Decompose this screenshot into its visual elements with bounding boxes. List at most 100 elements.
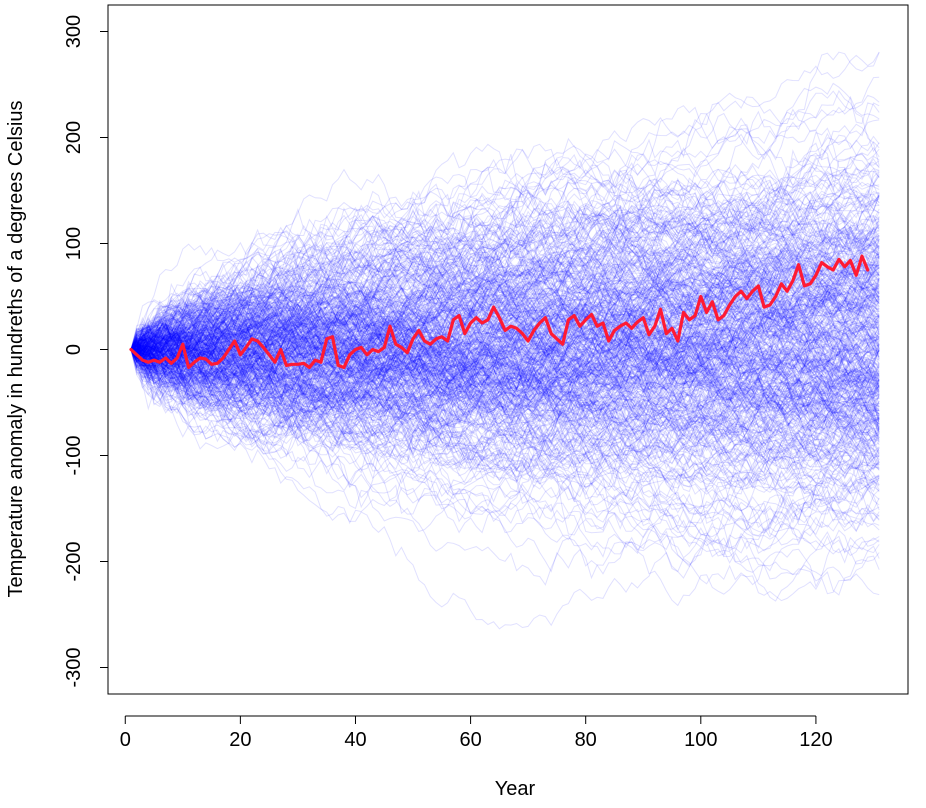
simulation-line xyxy=(130,308,880,436)
simulation-line xyxy=(130,237,880,397)
simulation-line xyxy=(130,312,880,450)
simulation-line xyxy=(130,320,880,457)
simulation-line xyxy=(130,271,880,375)
simulation-line xyxy=(130,264,880,432)
simulation-line xyxy=(131,51,880,350)
simulation-line xyxy=(130,179,880,358)
simulation-line xyxy=(130,298,880,425)
simulation-line xyxy=(130,330,880,480)
simulation-line xyxy=(130,210,880,360)
simulation-line xyxy=(130,312,880,387)
simulation-line xyxy=(130,184,880,390)
simulation-line xyxy=(130,320,880,448)
simulation-line xyxy=(131,194,880,401)
simulation-line xyxy=(130,294,880,416)
simulation-line xyxy=(130,299,880,432)
simulation-line xyxy=(130,318,880,399)
simulation-line xyxy=(130,240,880,356)
simulation-line xyxy=(130,219,880,357)
simulation-line xyxy=(130,264,880,421)
simulation-line xyxy=(130,317,880,399)
simulation-line xyxy=(130,260,880,394)
simulation-line xyxy=(130,280,880,402)
simulation-line xyxy=(130,245,880,413)
simulation-line xyxy=(130,292,880,498)
simulation-line xyxy=(130,250,880,424)
simulation-line xyxy=(130,287,880,386)
simulation-line xyxy=(130,294,880,427)
simulation-line xyxy=(130,319,880,410)
simulation-line xyxy=(130,313,880,430)
simulation-line xyxy=(130,336,880,483)
simulation-line xyxy=(130,339,880,473)
simulation-line xyxy=(130,343,880,532)
y-tick-label: 200 xyxy=(63,121,85,154)
simulation-line xyxy=(130,266,880,392)
x-axis-title: Year xyxy=(495,778,536,800)
simulation-line xyxy=(130,194,880,352)
simulation-line xyxy=(130,291,880,431)
simulation-line xyxy=(130,314,880,448)
simulation-line xyxy=(130,194,880,359)
simulation-line xyxy=(130,279,880,378)
simulation-line xyxy=(130,320,880,431)
simulation-line xyxy=(130,273,880,393)
simulation-line xyxy=(130,322,880,448)
simulation-line xyxy=(130,349,880,525)
simulation-line xyxy=(130,343,880,554)
simulation-line xyxy=(130,335,880,413)
simulation-line xyxy=(130,186,880,381)
simulation-line xyxy=(130,263,880,367)
simulation-line xyxy=(130,256,880,385)
y-axis-title: Temperature anomaly in hundreths of a de… xyxy=(5,101,27,598)
simulation-line xyxy=(130,224,880,355)
simulation-line xyxy=(130,323,880,521)
y-tick-label: 100 xyxy=(63,227,85,260)
simulation-line xyxy=(130,285,880,379)
simulation-line xyxy=(130,290,880,374)
simulation-line xyxy=(130,328,880,513)
simulation-line xyxy=(130,318,880,455)
simulation-line xyxy=(130,216,880,367)
simulation-line xyxy=(130,243,880,408)
simulation-line xyxy=(130,297,880,409)
simulation-line xyxy=(130,148,880,350)
simulation-line xyxy=(130,337,880,430)
simulation-line xyxy=(130,171,880,387)
simulation-line xyxy=(130,148,880,350)
simulation-line xyxy=(130,349,880,439)
simulation-line xyxy=(130,285,880,459)
simulation-line xyxy=(130,264,880,360)
simulation-line xyxy=(130,346,880,483)
x-axis: 0 20 40 60 80 100 120 xyxy=(120,715,833,751)
simulation-line xyxy=(130,256,880,390)
simulation-line xyxy=(130,280,880,390)
simulation-line xyxy=(130,315,880,393)
simulation-line xyxy=(130,223,880,365)
simulation-line xyxy=(130,270,880,424)
simulation-line xyxy=(130,249,880,410)
simulation-line xyxy=(130,273,880,403)
simulation-line xyxy=(130,334,880,485)
simulation-line xyxy=(130,342,880,449)
simulation-line xyxy=(130,224,880,453)
simulation-line xyxy=(130,346,880,555)
simulation-line xyxy=(130,349,880,471)
simulation-line xyxy=(130,340,880,559)
simulation-line xyxy=(130,335,880,462)
simulation-line xyxy=(130,293,880,412)
simulation-line xyxy=(130,338,880,527)
simulation-line xyxy=(130,255,880,387)
y-axis: -300 -200 -100 0 100 200 300 xyxy=(63,15,109,688)
simulation-line xyxy=(130,331,880,449)
simulation-line xyxy=(130,328,880,443)
simulation-line xyxy=(130,288,880,427)
x-tick-label: 40 xyxy=(344,729,366,751)
simulation-line xyxy=(130,339,880,545)
simulation-line xyxy=(130,294,880,410)
simulation-line xyxy=(130,195,880,373)
simulation-line xyxy=(130,349,880,525)
simulation-line xyxy=(130,340,880,500)
simulation-line xyxy=(130,168,880,396)
simulation-line xyxy=(130,281,880,378)
